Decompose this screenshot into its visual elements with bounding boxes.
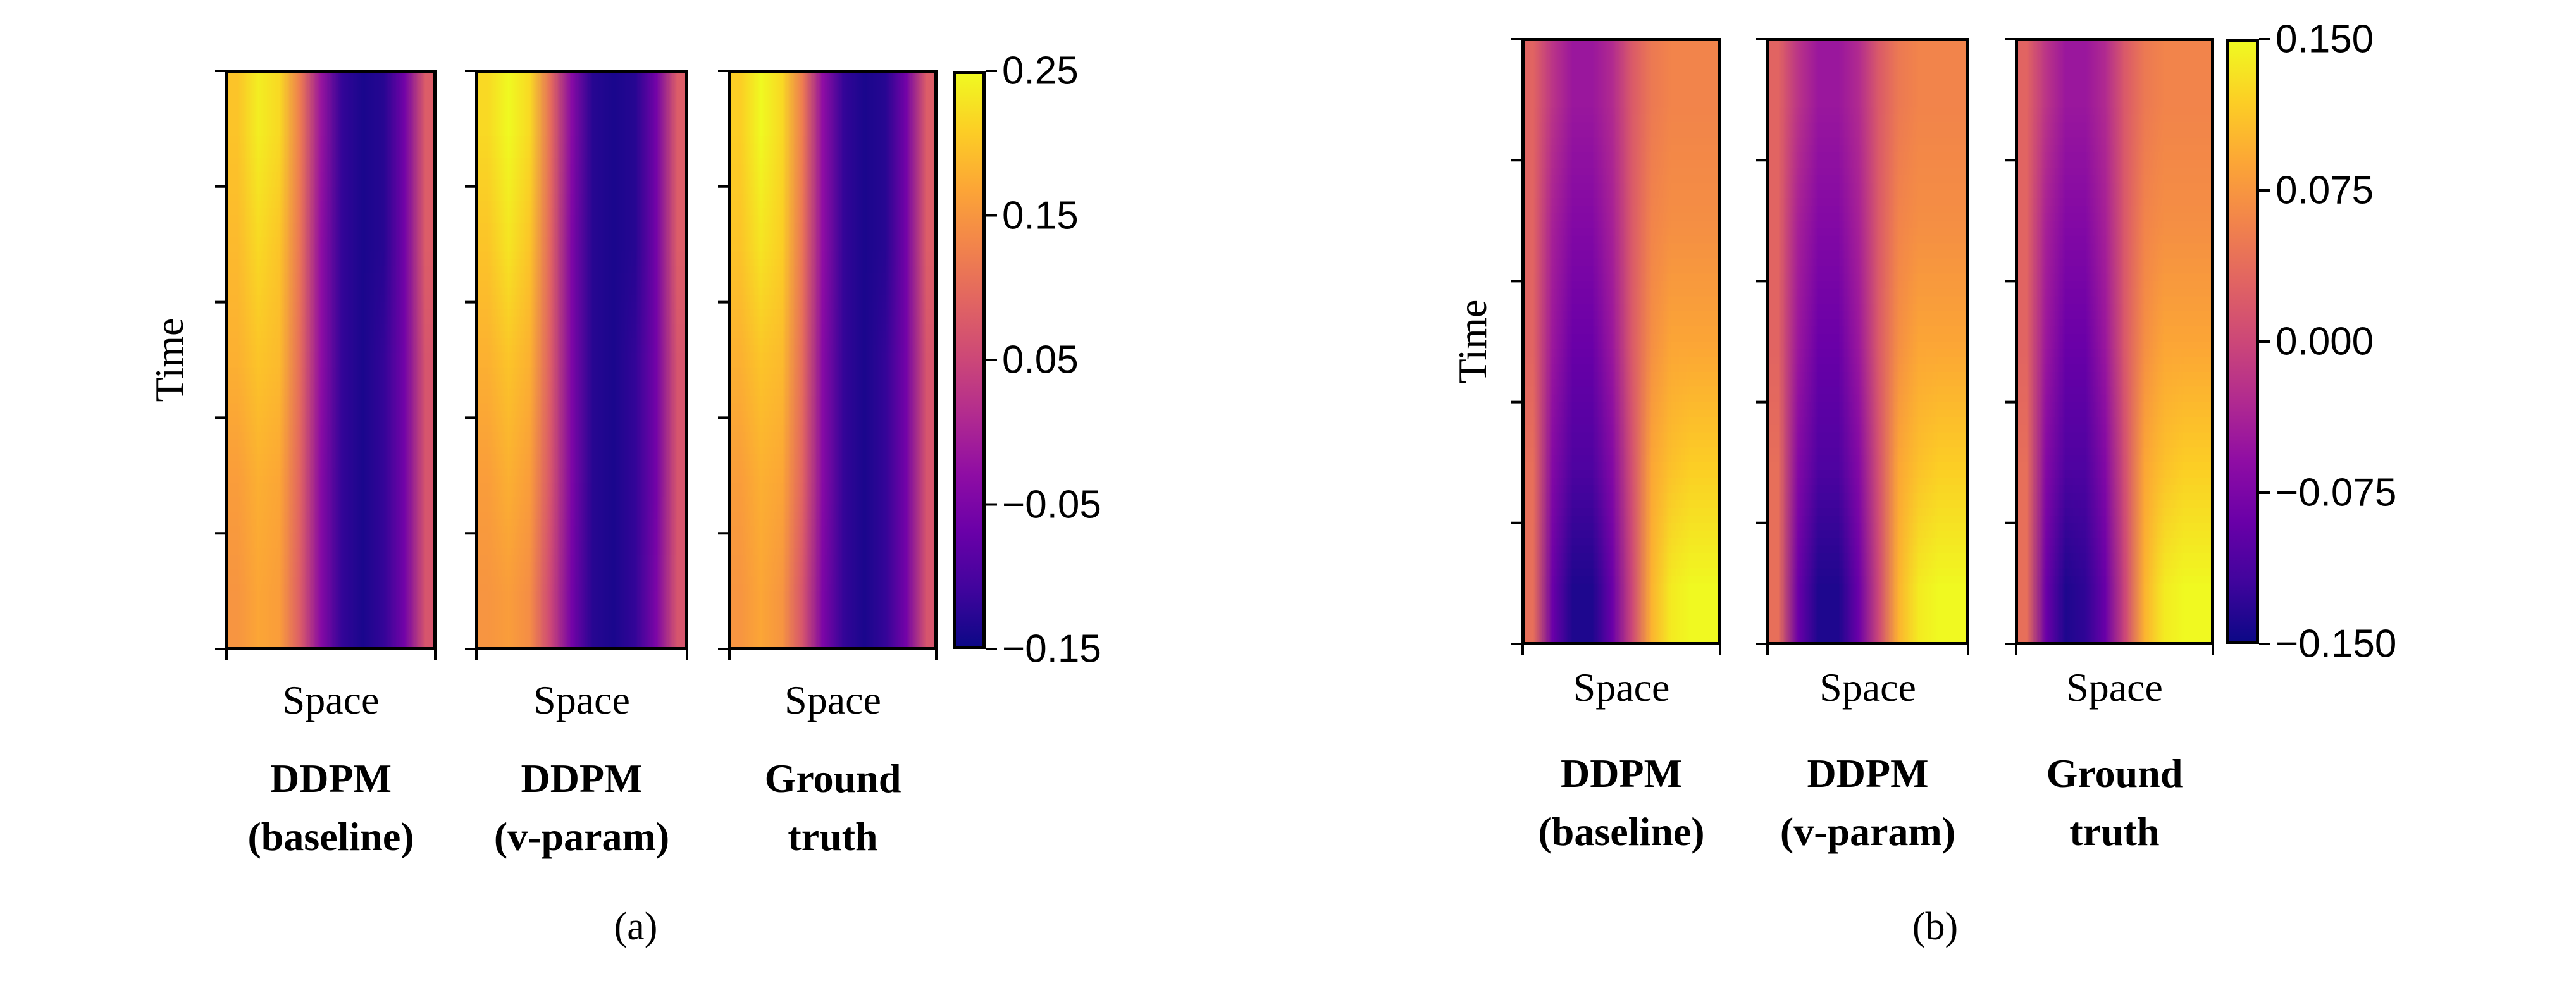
heatmap-a-1 <box>226 71 435 649</box>
x-axis-label: Space <box>1573 665 1670 710</box>
colorbar-tick-label: 0.075 <box>2276 168 2374 213</box>
panel-caption: (b) <box>1912 905 1959 948</box>
subplot-title-line2: truth <box>2069 809 2160 854</box>
x-axis-label: Space <box>282 677 380 722</box>
subplot-title-line1: DDPM <box>1807 751 1929 796</box>
heatmap-frame <box>475 70 688 650</box>
subplot-title: DDPM (v-param) <box>494 750 669 866</box>
subplot-title-line2: (v-param) <box>493 814 670 859</box>
colorbar-tick-label: 0.25 <box>1002 49 1079 93</box>
subplot-title: DDPM (baseline) <box>247 750 414 866</box>
subplot-title: DDPM (v-param) <box>1780 744 1955 861</box>
heatmap-b-2 <box>1768 39 1968 644</box>
colorbar-tick-label: −0.05 <box>1002 483 1101 526</box>
x-axis-label: Space <box>533 677 630 722</box>
colorbar-tick-label: −0.075 <box>2276 471 2397 515</box>
colorbar-tick-label: 0.05 <box>1002 338 1079 382</box>
colorbar-tick-label: 0.15 <box>1002 194 1079 237</box>
heatmap-frame <box>1766 38 1969 645</box>
subplot-title: Ground truth <box>2047 744 2183 861</box>
colorbar-tick-label: −0.15 <box>1002 627 1101 671</box>
subplot-title-line1: Ground <box>2046 751 2183 796</box>
heatmap-a-3 <box>729 71 936 649</box>
heatmap-frame <box>1521 38 1721 645</box>
subplot-title-line2: truth <box>788 814 878 859</box>
subplot-title-line2: (v-param) <box>1780 809 1956 854</box>
heatmap-frame <box>225 70 437 650</box>
heatmap-a-2 <box>476 71 687 649</box>
colorbar-tick-label: 0.000 <box>2276 319 2374 364</box>
subplot-title-line2: (baseline) <box>247 814 414 859</box>
y-axis-label: Time <box>147 318 192 402</box>
subplot-title-line1: DDPM <box>521 756 643 801</box>
heatmap-b-1 <box>1523 39 1720 644</box>
subplot-title-line2: (baseline) <box>1538 809 1705 854</box>
subplot-title: DDPM (baseline) <box>1538 744 1704 861</box>
x-axis-label: Space <box>1819 665 1916 710</box>
colorbar-tick-label: 0.150 <box>2276 17 2374 61</box>
subplot-title-line1: DDPM <box>270 756 392 801</box>
colorbar <box>953 71 986 649</box>
x-axis-label: Space <box>784 677 881 722</box>
panel-caption: (a) <box>614 905 658 948</box>
heatmap-b-3 <box>2016 39 2213 644</box>
subplot-title-line1: Ground <box>764 756 901 801</box>
colorbar <box>2226 39 2259 644</box>
heatmap-frame <box>728 70 938 650</box>
subplot-title: Ground truth <box>765 750 901 866</box>
heatmap-frame <box>2015 38 2214 645</box>
colorbar-tick-label: −0.150 <box>2276 622 2397 666</box>
subplot-title-line1: DDPM <box>1561 751 1682 796</box>
x-axis-label: Space <box>2066 665 2163 710</box>
y-axis-label: Time <box>1450 299 1495 384</box>
